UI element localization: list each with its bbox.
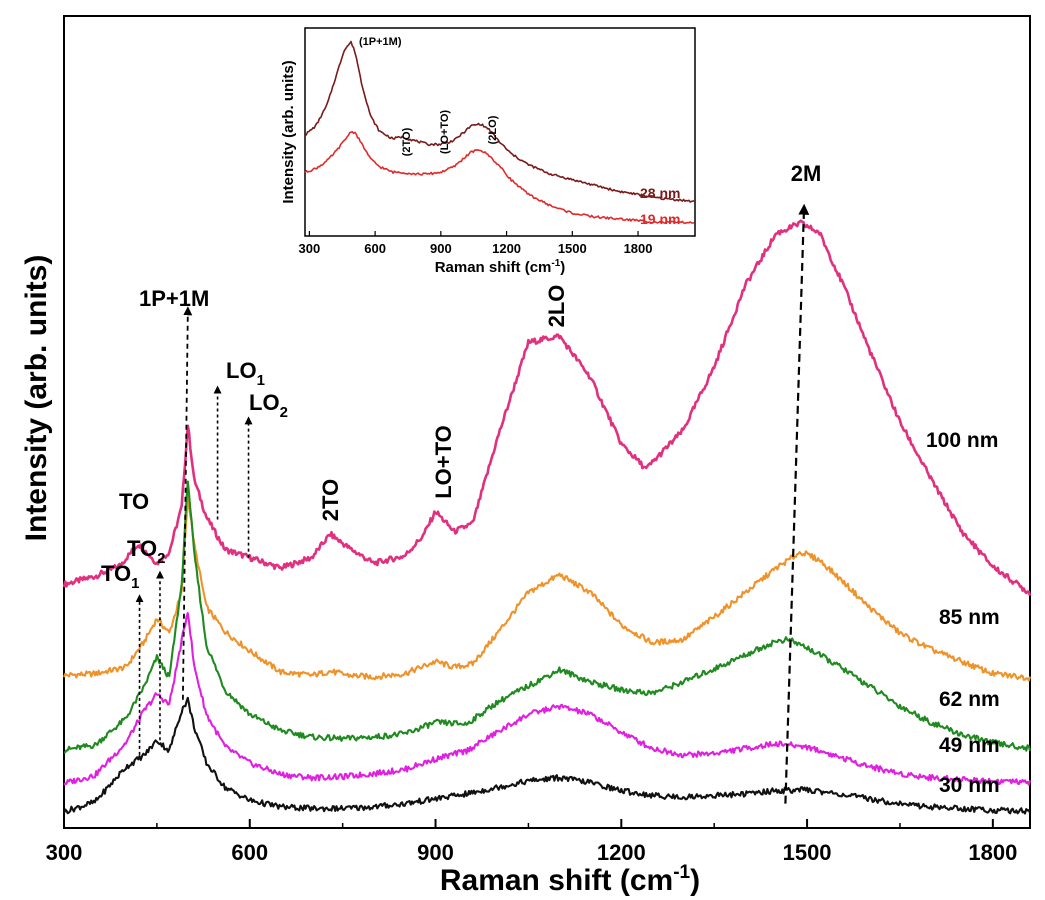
main-x-axis-title: Raman shift (cm-1) bbox=[440, 862, 700, 897]
annotation-to2: TO2 bbox=[127, 536, 166, 567]
inset-series-line-19nm bbox=[304, 130, 695, 225]
annotation-to1: TO1 bbox=[101, 561, 140, 592]
main-x-ticks: 300 600 900 1200 1500 1800 bbox=[46, 819, 1017, 865]
annotation-lo-to: LO+TO bbox=[431, 425, 456, 499]
arrow-1p1m bbox=[181, 306, 193, 700]
series-line-62nm bbox=[63, 480, 1032, 754]
annotation-2lo: 2LO bbox=[544, 285, 569, 328]
x-tick-label: 1200 bbox=[597, 840, 646, 865]
inset-series-label-19nm: 19 nm bbox=[640, 211, 680, 227]
x-tick-label: 900 bbox=[417, 840, 454, 865]
main-plot-series bbox=[62, 219, 1032, 815]
annotation-2m: 2M bbox=[791, 161, 822, 186]
inset-y-axis-title: Intensity (arb. units) bbox=[280, 60, 297, 203]
series-label-100nm: 100 nm bbox=[926, 429, 998, 452]
main-y-axis-title: Intensity (arb. units) bbox=[20, 255, 53, 542]
annotation-2to: 2TO bbox=[318, 479, 343, 521]
inset-annotation-2lo: (2LO) bbox=[487, 115, 499, 144]
x-tick-label: 1800 bbox=[968, 840, 1017, 865]
inset-annotation-1p1m: (1P+1M) bbox=[359, 36, 402, 48]
series-label-49nm: 49 nm bbox=[939, 734, 1000, 757]
annotation-lo1: LO1 bbox=[226, 358, 265, 389]
series-line-49nm bbox=[63, 612, 1032, 786]
inset-x-tick-label: 1500 bbox=[558, 241, 587, 256]
inset-plot-series bbox=[304, 40, 695, 225]
arrow-2m bbox=[784, 203, 810, 804]
inset-series-label-28nm: 28 nm bbox=[640, 185, 680, 201]
inset-series-line-28nm bbox=[304, 40, 695, 203]
series-label-30nm: 30 nm bbox=[939, 774, 1000, 797]
main-plot-frame bbox=[63, 15, 1031, 829]
annotation-lo2: LO2 bbox=[249, 390, 288, 421]
series-line-100nm bbox=[62, 219, 1032, 596]
inset-x-ticks: 300 600 900 1200 1500 1800 bbox=[299, 231, 653, 256]
x-tick-label: 300 bbox=[46, 840, 83, 865]
series-line-85nm bbox=[63, 493, 1032, 682]
series-label-85nm: 85 nm bbox=[939, 606, 1000, 629]
inset-x-tick-label: 1800 bbox=[624, 241, 653, 256]
inset-x-tick-label: 300 bbox=[299, 241, 321, 256]
inset-x-tick-label: 600 bbox=[364, 241, 386, 256]
inset-plot-frame bbox=[304, 27, 696, 237]
inset-annotation-lo-to: (LO+TO) bbox=[439, 110, 451, 154]
inset-x-tick-label: 1200 bbox=[492, 241, 521, 256]
x-tick-label: 1500 bbox=[783, 840, 832, 865]
annotation-to: TO bbox=[119, 489, 149, 514]
series-line-30nm bbox=[62, 696, 1031, 815]
inset-x-axis-title: Raman shift (cm-1) bbox=[435, 258, 566, 276]
inset-x-tick-label: 900 bbox=[430, 241, 452, 256]
series-label-62nm: 62 nm bbox=[939, 688, 1000, 711]
annotation-1p1m: 1P+1M bbox=[139, 286, 209, 311]
inset-annotation-2to: (2TO) bbox=[401, 127, 413, 156]
main-peak-arrows bbox=[135, 203, 810, 804]
x-tick-label: 600 bbox=[231, 840, 268, 865]
